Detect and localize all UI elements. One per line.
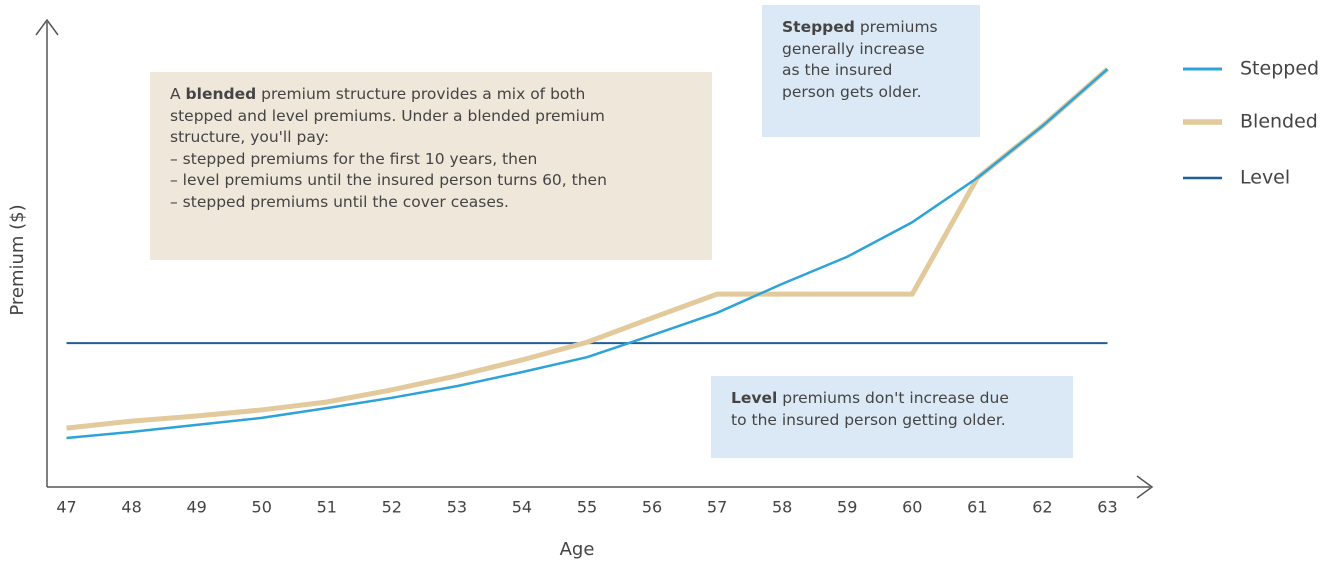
annotation-line: – level premiums until the insured perso… <box>170 170 692 192</box>
x-tick-label: 53 <box>447 498 467 517</box>
annotation-line: – stepped premiums until the cover cease… <box>170 192 692 214</box>
annotation-line: structure, you'll pay: <box>170 127 692 149</box>
annotation-text: – level premiums until the insured perso… <box>170 171 607 189</box>
x-tick-label: 62 <box>1032 498 1052 517</box>
x-tick-label: 54 <box>512 498 532 517</box>
x-tick-label: 63 <box>1097 498 1117 517</box>
annotation-line: stepped and level premiums. Under a blen… <box>170 106 692 128</box>
annotation-box: A blended premium structure provides a m… <box>150 72 712 260</box>
annotation-line: A blended premium structure provides a m… <box>170 84 692 106</box>
annotation-text: Stepped <box>782 18 855 36</box>
x-tick-label: 56 <box>642 498 662 517</box>
x-tick-label: 50 <box>252 498 272 517</box>
series-line <box>66 68 1109 440</box>
annotation-text: Level <box>731 389 778 407</box>
annotation-line: generally increase <box>782 39 960 61</box>
x-tick-label: 47 <box>56 498 76 517</box>
y-axis-label: Premium ($) <box>7 204 28 315</box>
annotation-text: premium structure provides a mix of both <box>256 85 586 103</box>
annotation-text: as the insured <box>782 61 893 79</box>
annotation-box: Level premiums don't increase due to the … <box>711 376 1073 458</box>
x-tick-label: 48 <box>121 498 141 517</box>
annotation-text: to the insured person getting older. <box>731 410 1006 429</box>
x-tick-label: 59 <box>837 498 857 517</box>
annotation-line: – stepped premiums for the first 10 year… <box>170 149 692 171</box>
annotation-text: premiums <box>854 18 938 36</box>
annotation-text: – stepped premiums until the cover cease… <box>170 192 509 211</box>
x-axis-arrow <box>1136 475 1154 499</box>
x-tick-label: 52 <box>382 498 402 517</box>
legend-label: Stepped <box>1240 58 1319 80</box>
x-tick-label: 57 <box>707 498 727 517</box>
annotation-text: person gets older. <box>782 82 922 101</box>
annotation-text: structure, you'll pay: <box>170 128 330 146</box>
annotation-text: blended <box>185 85 257 103</box>
x-tick-label: 61 <box>967 498 987 517</box>
annotation-box: Stepped premiums generally increase as the… <box>762 5 980 137</box>
annotation-line: Level premiums don't increase due <box>731 388 1053 410</box>
x-tick-label: 60 <box>902 498 922 517</box>
x-tick-label: 49 <box>186 498 206 517</box>
annotation-text: – stepped premiums for the first 10 year… <box>170 149 538 168</box>
annotation-line: person gets older. <box>782 82 960 104</box>
annotation-text: generally increase <box>782 39 925 58</box>
x-axis-label: Age <box>560 539 595 560</box>
legend-label: Level <box>1240 167 1290 189</box>
y-axis-arrow <box>35 18 59 36</box>
annotation-text: premiums don't increase due <box>777 389 1009 407</box>
x-tick-label: 51 <box>317 498 337 517</box>
annotation-text: stepped and level premiums. Under a blen… <box>170 106 605 125</box>
x-tick-label: 55 <box>577 498 597 517</box>
annotation-line: to the insured person getting older. <box>731 410 1053 432</box>
series-line <box>66 67 1110 431</box>
annotation-text: A <box>170 85 186 103</box>
annotation-line: Stepped premiums <box>782 17 960 39</box>
legend-label: Blended <box>1240 111 1318 133</box>
annotation-line: as the insured <box>782 60 960 82</box>
x-tick-label: 58 <box>772 498 792 517</box>
